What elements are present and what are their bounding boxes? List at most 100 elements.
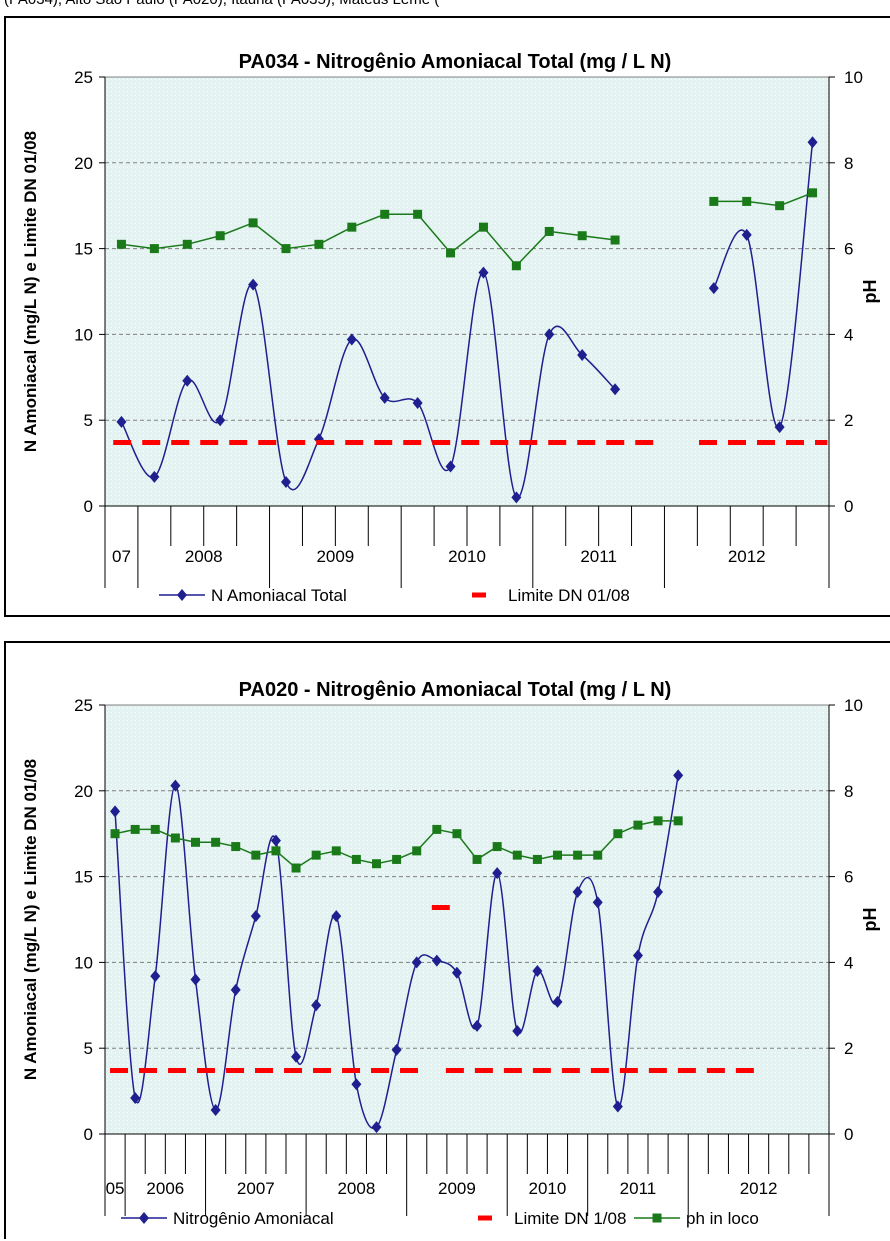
chart-panel-pa034: 0 5 10 15 20 25 0 2 4 6 8 10 07 2008 2009 2010 2011 2012 P…	[4, 16, 890, 617]
y2-tick-label: 0	[844, 497, 853, 516]
y-tick-label: 25	[74, 68, 93, 87]
legend-item: Limite DN 1/08	[478, 1209, 626, 1228]
nitrogen-point	[532, 964, 543, 977]
y2-tick-label: 8	[844, 154, 853, 173]
nitrogen-point	[807, 136, 818, 149]
ph-point	[673, 816, 683, 826]
y-axis-label: N Amoniacal (mg/L N) e Limite DN 01/08	[21, 759, 40, 1080]
ph-point	[452, 829, 462, 839]
ph-point	[347, 222, 357, 232]
ph-point	[130, 824, 140, 834]
nitrogen-point	[182, 374, 193, 387]
nitrogen-point	[210, 1103, 221, 1116]
y2-tick-label: 10	[844, 696, 863, 715]
nitrogen-point	[708, 282, 719, 295]
ph-point	[709, 196, 719, 206]
ph-point	[544, 226, 554, 236]
nitrogen-point	[379, 391, 390, 404]
ph-point	[808, 188, 818, 198]
nitrogen-point	[116, 415, 127, 428]
nitrogen-point	[577, 348, 588, 361]
ph-point	[492, 842, 502, 852]
ph-point	[472, 854, 482, 864]
nitrogen-point	[346, 333, 357, 346]
x-year-label: 2012	[740, 1179, 778, 1198]
y2-tick-label: 4	[844, 953, 853, 972]
nitrogen-point	[673, 769, 684, 782]
ph-point	[573, 850, 583, 860]
y-tick-label: 0	[84, 497, 93, 516]
nitrogen-point	[511, 491, 522, 504]
ph-point	[372, 859, 381, 869]
ph-point	[351, 854, 361, 864]
nitrogen-point	[150, 970, 161, 983]
y2-tick-label: 4	[844, 325, 853, 344]
ph-point	[116, 239, 126, 249]
nitrogen-point	[632, 949, 643, 962]
chart-pa034: 0 5 10 15 20 25 0 2 4 6 8 10 07 2008 2009 2010 2011 2012 P…	[21, 51, 880, 605]
chart-title: PA034 - Nitrogênio Amoniacal Total (mg /…	[239, 51, 672, 73]
legend-item: ph in loco	[634, 1209, 759, 1228]
ph-point	[170, 833, 180, 843]
nitrogen-point	[572, 886, 583, 899]
ph-point	[478, 222, 488, 232]
ph-point	[331, 846, 341, 856]
nitrogen-point	[610, 383, 621, 396]
legend-label: Limite DN 01/08	[508, 586, 630, 605]
ph-point	[610, 235, 620, 245]
chart-panel-pa020: 0 5 10 15 20 25 0 2 4 6 8 10 05 2006 2007 2008 2009 2010 2…	[4, 641, 890, 1239]
ph-point	[613, 829, 623, 839]
ph-point	[511, 261, 521, 271]
ph-point	[633, 820, 643, 830]
nitrogen-point	[331, 910, 342, 923]
nitrogen-point	[445, 460, 456, 473]
legend-label: ph in loco	[686, 1209, 759, 1228]
y-axis-label: N Amoniacal (mg/L N) e Limite DN 01/08	[21, 131, 40, 452]
nitrogen-point	[170, 779, 181, 792]
y2-tick-label: 6	[844, 868, 853, 887]
nitrogen-point	[149, 470, 160, 483]
ph-point	[593, 850, 603, 860]
nitrogen-point	[653, 886, 664, 899]
ph-point	[150, 824, 160, 834]
ph-point	[231, 842, 241, 852]
ph-point	[191, 837, 200, 847]
nitrogen-point	[190, 973, 201, 986]
nitrogen-point	[110, 805, 121, 818]
nitrogen-line	[120, 271, 616, 499]
nitrogen-point	[451, 966, 462, 979]
ph-point	[775, 201, 785, 211]
ph-point	[412, 846, 422, 856]
ph-point	[248, 218, 258, 228]
ph-point	[413, 209, 423, 219]
nitrogen-point	[472, 1019, 483, 1032]
x-year-label: 2009	[316, 547, 354, 566]
nitrogen-point	[351, 1078, 362, 1091]
ph-point	[182, 239, 192, 249]
y-tick-label: 15	[74, 240, 93, 259]
ph-point	[281, 244, 291, 254]
nitrogen-point	[250, 910, 261, 923]
ph-point	[432, 824, 442, 834]
nitrogen-point	[248, 278, 259, 291]
plot-area	[105, 77, 829, 506]
ph-point	[380, 209, 390, 219]
y2-tick-label: 0	[844, 1125, 853, 1144]
x-year-label: 2012	[728, 547, 766, 566]
x-year-label: 2008	[185, 547, 223, 566]
ph-point	[291, 863, 301, 873]
y-tick-label: 5	[84, 411, 93, 430]
nitrogen-point	[741, 228, 752, 241]
ph-point	[311, 850, 321, 860]
x-year-label: 2008	[337, 1179, 375, 1198]
nitrogen-point	[592, 896, 603, 909]
nitrogen-point	[270, 834, 281, 847]
legend-label: Nitrogênio Amoniacal	[173, 1209, 334, 1228]
y2-axis-label: pH	[860, 280, 880, 304]
nitrogen-point	[281, 475, 291, 488]
y2-tick-label: 2	[844, 1039, 853, 1058]
x-year-label: 2010	[529, 1179, 567, 1198]
x-year-label: 2009	[438, 1179, 476, 1198]
ph-point	[215, 231, 225, 241]
